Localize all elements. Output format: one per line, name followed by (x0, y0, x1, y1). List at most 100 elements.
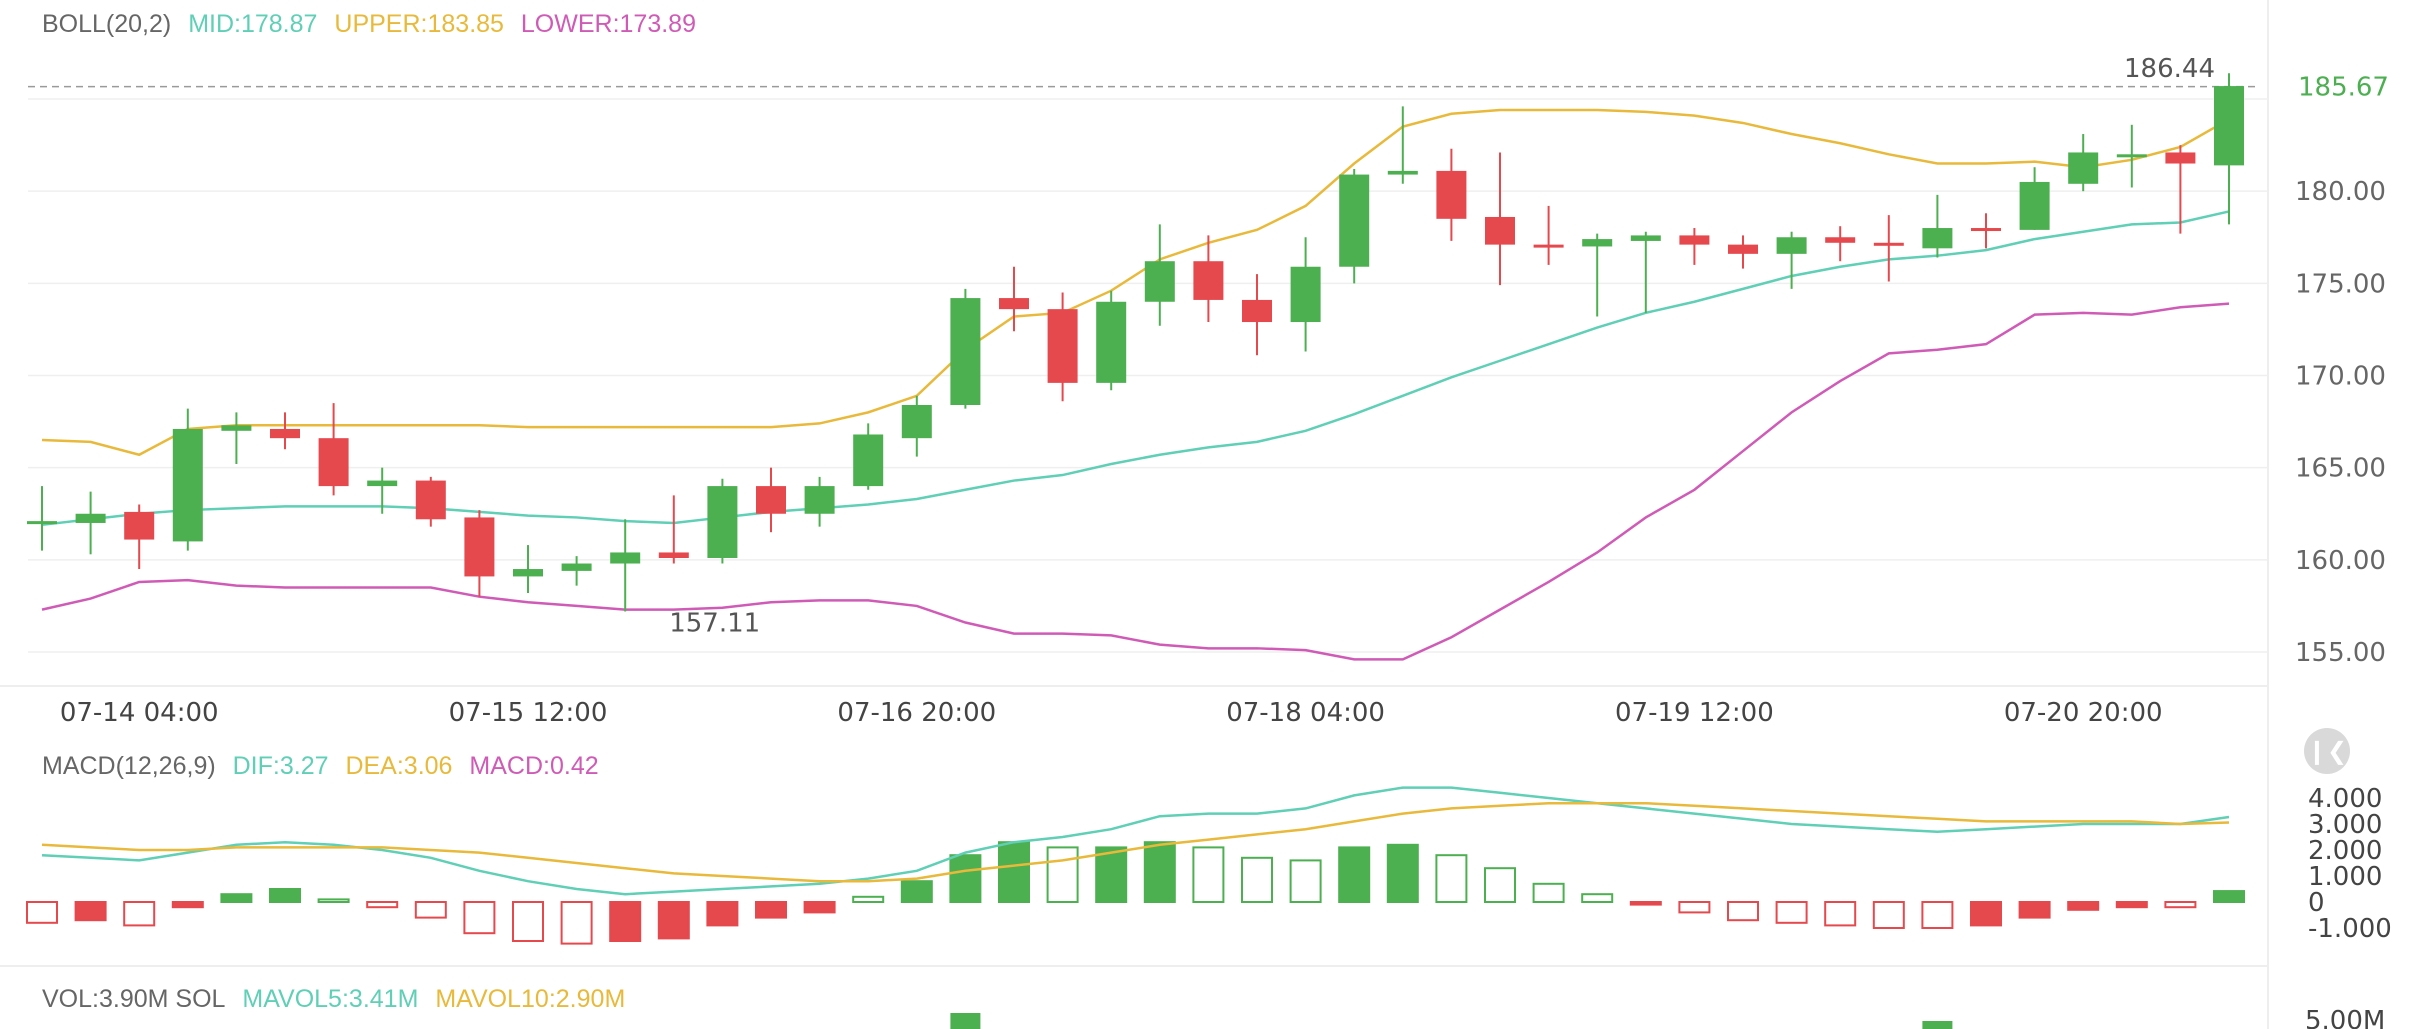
macd-legend: MACD(12,26,9) DIF:3.27 DEA:3.06 MACD:0.4… (42, 752, 609, 781)
y-tick-label: 175.00 (2295, 269, 2386, 299)
macd-histogram-bar (1046, 846, 1079, 904)
collapse-left-icon[interactable]: ❙❮ (2304, 728, 2350, 774)
vol-legend-mavol5: MAVOL5:3.41M (242, 985, 419, 1013)
volume-bar (950, 1013, 981, 1029)
y-tick-label: 180.00 (2295, 177, 2386, 207)
macd-histogram-bar (414, 901, 447, 919)
y-tick-label: 165.00 (2295, 454, 2386, 484)
macd-histogram-bar (1678, 901, 1711, 914)
candle-body (124, 511, 155, 540)
macd-histogram-bar (2115, 901, 2148, 909)
macd-legend-dea: DEA:3.06 (345, 752, 453, 780)
macd-dif-line (41, 786, 2230, 896)
candle-body (1776, 237, 1807, 254)
current-price-tag (2272, 68, 2418, 105)
x-tick-label: 07-20 20:00 (2004, 698, 2163, 728)
candle-body (1873, 242, 1904, 246)
macd-histogram-bar (949, 854, 982, 904)
x-tick-label: 07-18 04:00 (1226, 698, 1385, 728)
candle-body (901, 404, 932, 439)
macd-y-tick-label: 2.000 (2308, 836, 2382, 866)
candle-body (2068, 152, 2099, 184)
candle-body (1971, 228, 2001, 232)
candle-body (270, 428, 300, 439)
macd-histogram-bar (171, 901, 204, 909)
vol-y-tick-label: 5.00M (2305, 1006, 2385, 1029)
macd-histogram-bar (803, 901, 836, 914)
macd-histogram-bar (1921, 901, 1954, 929)
candle-body (75, 513, 106, 523)
candle-body (464, 517, 495, 577)
macd-histogram-bar (2164, 901, 2197, 909)
macd-histogram-bar (1824, 901, 1857, 927)
volume-bar (1922, 1021, 1953, 1029)
candle-body (1630, 235, 1661, 241)
macd-histogram-bar (706, 901, 739, 927)
macd-histogram-bar (1386, 843, 1419, 903)
macd-legend-macd: MACD:0.42 (469, 752, 599, 780)
low-price-label: 157.11 (669, 608, 760, 638)
candle-body (1582, 239, 1613, 247)
candle-body (1193, 261, 1224, 300)
current-price-label: 185.67 (2298, 73, 2389, 103)
macd-histogram-bar (657, 901, 690, 940)
macd-histogram-bar (900, 880, 933, 904)
candle-body (1485, 216, 1515, 245)
boll-legend-upper: UPPER:183.85 (334, 10, 504, 38)
candle-body (2019, 181, 2050, 230)
macd-histogram-bar (1484, 867, 1516, 904)
candle-body (999, 298, 1029, 310)
macd-histogram-bar (2067, 901, 2100, 911)
macd-histogram-bar (852, 895, 885, 903)
candle-body (415, 480, 446, 520)
macd-histogram-bar (560, 901, 593, 945)
macd-dea-line (41, 801, 2230, 883)
macd-histogram-bar (317, 898, 350, 904)
x-tick-label: 07-16 20:00 (837, 698, 996, 728)
macd-histogram-bar (1970, 901, 2002, 927)
macd-histogram-bar (1581, 893, 1614, 904)
candle-body (2214, 86, 2244, 166)
boll-legend-mid: MID:178.87 (188, 10, 318, 38)
macd-histogram-bar (1289, 859, 1322, 904)
macd-y-tick-label: 0 (2308, 888, 2325, 918)
candle-body (1047, 309, 1078, 383)
candle-body (853, 434, 884, 487)
candle-body (804, 486, 835, 514)
x-tick-label: 07-19 12:00 (1615, 698, 1774, 728)
vol-legend-name: VOL:3.90M SOL (42, 985, 226, 1013)
macd-histogram-bar (1775, 901, 1808, 924)
candle-body (513, 569, 543, 577)
candle-body (1096, 301, 1127, 383)
y-tick-label: 170.00 (2295, 362, 2386, 392)
macd-histogram-bar (366, 901, 399, 909)
macd-histogram-bar (2213, 890, 2245, 904)
candle-body (1922, 228, 1953, 249)
macd-histogram-bar (1872, 901, 1905, 929)
candle-body (561, 563, 592, 571)
macd-histogram-bar (1532, 882, 1565, 903)
macd-histogram-bar (755, 901, 787, 919)
x-tick-label: 07-14 04:00 (60, 698, 219, 728)
macd-histogram-bar (1338, 846, 1371, 904)
candle-body (1728, 244, 1758, 254)
x-tick-label: 07-15 12:00 (449, 698, 608, 728)
candle-body (950, 298, 981, 405)
boll-lower-line (41, 302, 2230, 661)
macd-histogram-bar (1241, 856, 1273, 903)
candle-body (707, 486, 738, 558)
candle-body (367, 480, 398, 487)
candle-body (1533, 244, 1564, 248)
macd-histogram-bar (512, 901, 544, 942)
macd-legend-dif: DIF:3.27 (232, 752, 329, 780)
macd-histogram-bar (269, 888, 301, 903)
macd-histogram-bar (123, 901, 156, 927)
vol-legend: VOL:3.90M SOL MAVOL5:3.41M MAVOL10:2.90M (42, 985, 635, 1014)
candle-body (1339, 174, 1370, 267)
candle-body (1679, 235, 1710, 245)
macd-histogram-bar (998, 841, 1030, 904)
candle-body (1144, 261, 1175, 302)
candle-body (1387, 170, 1418, 175)
macd-y-tick-label: 1.000 (2308, 862, 2382, 892)
